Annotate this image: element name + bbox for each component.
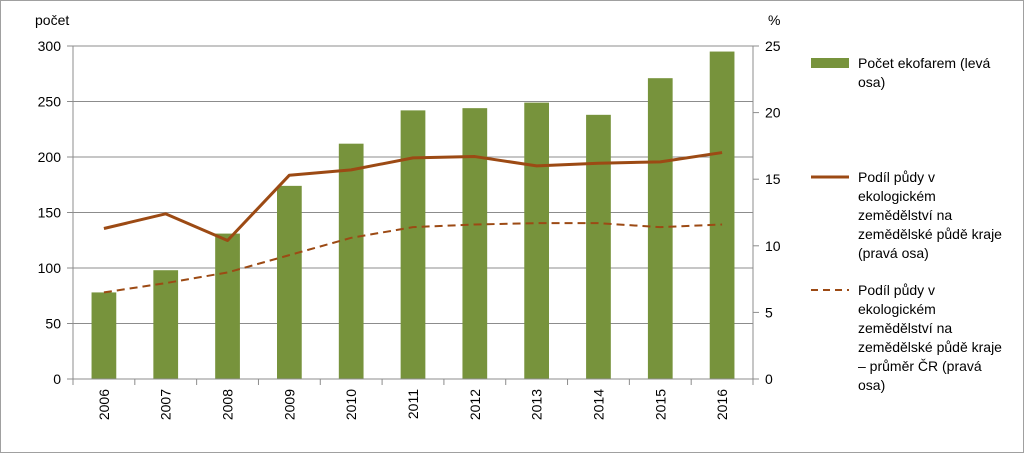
- legend-label-line: osa): [858, 74, 885, 90]
- left-axis-title: počet: [35, 12, 69, 28]
- bar: [462, 108, 488, 379]
- right-tick-label: 20: [765, 105, 781, 121]
- left-tick-label: 250: [38, 94, 62, 110]
- bar: [153, 270, 179, 379]
- x-tick-label: 2007: [158, 389, 174, 420]
- bar: [215, 233, 240, 379]
- right-tick-label: 5: [765, 304, 773, 320]
- x-tick-label: 2008: [220, 389, 236, 420]
- x-tick-label: 2006: [96, 389, 112, 420]
- x-tick-label: 2016: [714, 389, 730, 420]
- bar: [647, 78, 673, 379]
- right-axis-title: %: [768, 12, 780, 28]
- legend-swatch-bar: [811, 58, 849, 68]
- legend-label-line: zemědělství na: [858, 320, 952, 336]
- left-tick-label: 150: [38, 205, 62, 221]
- bar: [91, 292, 117, 379]
- right-tick-label: 10: [765, 238, 781, 254]
- legend-label-line: Podíl půdy v: [858, 282, 935, 298]
- legend-label-line: – průměr ČR (pravá: [858, 358, 982, 374]
- x-tick-label: 2013: [529, 389, 545, 420]
- right-tick-label: 15: [765, 171, 781, 187]
- bar: [277, 185, 302, 379]
- x-tick-label: 2009: [281, 389, 297, 420]
- bar: [709, 51, 735, 380]
- dashed-line-series: [103, 222, 723, 294]
- legend-label-line: ekologickém: [858, 188, 936, 204]
- x-tick-label: 2015: [652, 389, 668, 420]
- bar-series: [91, 51, 735, 380]
- solid-line-series: [103, 151, 723, 242]
- left-tick-label: 300: [38, 38, 62, 54]
- x-tick-label: 2014: [590, 389, 606, 420]
- x-tick-label: 2012: [467, 389, 483, 420]
- right-tick-label: 0: [765, 371, 773, 387]
- legend: Počet ekofarem (levá osa) Podíl půdy v ekol…: [811, 55, 1002, 393]
- left-tick-label: 100: [38, 260, 62, 276]
- left-tick-label: 0: [53, 371, 61, 387]
- left-tick-label: 50: [45, 316, 61, 332]
- bar: [400, 110, 426, 379]
- legend-label-line: Počet ekofarem (levá: [858, 55, 990, 71]
- legend-label-line: (pravá osa): [858, 245, 929, 261]
- legend-label-line: Podíl půdy v: [858, 169, 935, 185]
- x-tick-label: 2010: [343, 389, 359, 420]
- right-tick-label: 25: [765, 38, 781, 54]
- legend-label-line: ekologickém: [858, 301, 936, 317]
- legend-label-line: osa): [858, 377, 885, 393]
- legend-label-line: zemědělské půdě kraje: [858, 226, 1002, 242]
- bar: [338, 143, 364, 379]
- legend-label-line: zemědělství na: [858, 207, 952, 223]
- left-tick-label: 200: [38, 149, 62, 165]
- line-series: [103, 151, 723, 294]
- bar: [524, 102, 549, 380]
- axes: 0 50 100 150 200 250 300 0 5 10 15 20 25 2006 2007 2008…: [38, 38, 781, 420]
- x-tick-label: 2011: [405, 389, 421, 419]
- bar: [586, 114, 611, 379]
- legend-label-line: zemědělské půdě kraje: [858, 339, 1002, 355]
